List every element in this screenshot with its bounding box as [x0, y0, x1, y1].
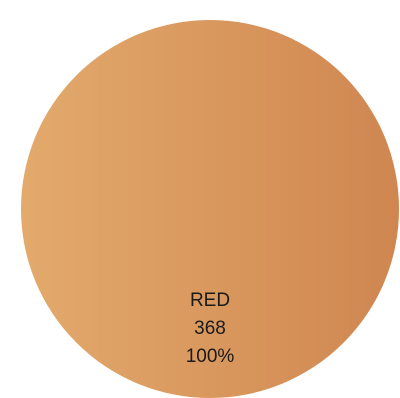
slice-label-percent: 100% — [186, 346, 235, 367]
pie-slice-red[interactable] — [21, 20, 399, 398]
slice-label-name: RED — [190, 290, 230, 311]
slice-label-value: 368 — [194, 318, 226, 339]
